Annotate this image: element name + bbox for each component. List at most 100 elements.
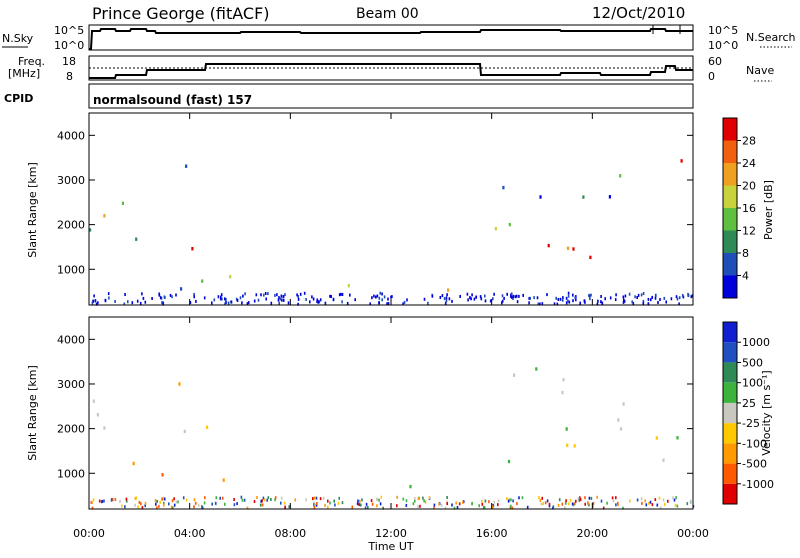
clutter-cell: [588, 496, 591, 500]
clutter-cell: [590, 293, 592, 297]
clutter-cell: [168, 502, 170, 506]
clutter-cell: [284, 293, 286, 297]
clutter-cell: [687, 292, 689, 296]
clutter-cell: [163, 295, 166, 299]
clutter-cell: [665, 300, 667, 304]
clutter-cell: [94, 299, 97, 303]
colorbar-swatch: [723, 118, 737, 141]
clutter-cell: [305, 298, 307, 301]
echo-cell: [103, 214, 106, 218]
clutter-cell: [203, 296, 206, 300]
colorbar-swatch: [723, 140, 737, 163]
clutter-cell: [305, 498, 307, 502]
clutter-cell: [341, 501, 344, 505]
clutter-cell: [214, 501, 217, 505]
colorbar-tick-label: 12: [742, 225, 756, 238]
clutter-cell: [91, 506, 94, 510]
echo-cell: [347, 284, 350, 288]
clutter-cell: [141, 292, 143, 296]
beam-label: Beam 00: [356, 6, 419, 22]
clutter-cell: [197, 503, 200, 507]
clutter-cell: [156, 506, 158, 510]
clutter-cell: [622, 295, 625, 299]
clutter-cell: [274, 498, 276, 502]
clutter-cell: [107, 292, 110, 296]
clutter-cell: [497, 499, 500, 503]
colorbar-tick-label: 16: [742, 202, 756, 215]
echo-cell: [96, 413, 99, 417]
clutter-cell: [654, 294, 657, 298]
clutter-cell: [501, 299, 504, 303]
clutter-cell: [510, 498, 512, 502]
clutter-cell: [112, 498, 114, 502]
x-tick-label: 00:00: [677, 527, 709, 540]
echo-cell: [222, 478, 225, 482]
clutter-cell: [235, 297, 238, 301]
clutter-cell: [540, 502, 543, 506]
clutter-cell: [631, 300, 633, 304]
clutter-cell: [444, 301, 447, 305]
echo-cell: [562, 378, 565, 382]
clutter-cell: [242, 294, 244, 298]
clutter-cell: [565, 499, 567, 503]
echo-cell: [185, 164, 188, 168]
clutter-cell: [555, 296, 557, 300]
echo-cell: [229, 275, 232, 279]
clutter-cell: [427, 301, 429, 305]
clutter-cell: [193, 292, 195, 296]
clutter-cell: [260, 293, 262, 297]
clutter-cell: [333, 499, 335, 503]
clutter-cell: [387, 302, 390, 306]
y-tick-label: 4000: [57, 129, 85, 142]
clutter-cell: [433, 506, 435, 510]
clutter-cell: [369, 302, 371, 306]
clutter-cell: [419, 504, 421, 508]
clutter-cell: [541, 496, 543, 500]
clutter-cell: [512, 297, 514, 300]
clutter-cell: [516, 300, 519, 304]
colorbar-tick-label: 8: [742, 247, 749, 260]
echo-cell: [507, 459, 511, 464]
clutter-cell: [483, 505, 486, 509]
power-heatmap: [89, 159, 694, 306]
clutter-cell: [274, 293, 276, 297]
clutter-cell: [548, 504, 551, 508]
x-tick-label: 04:00: [174, 527, 206, 540]
clutter-cell: [93, 294, 95, 298]
clutter-cell: [579, 496, 581, 500]
clutter-cell: [159, 500, 161, 504]
clutter-cell: [568, 502, 570, 506]
echo-cell: [409, 484, 412, 489]
clutter-cell: [194, 501, 197, 505]
clutter-cell: [651, 295, 653, 299]
clutter-cell: [358, 503, 360, 507]
clutter-cell: [565, 301, 568, 305]
colorbar-swatch: [723, 322, 737, 343]
clutter-cell: [562, 296, 564, 300]
clutter-cell: [518, 496, 520, 500]
clutter-cell: [324, 301, 327, 305]
colorbar-tick-label: 1000: [742, 336, 770, 349]
clutter-cell: [140, 502, 142, 506]
colorbar-frame: [722, 321, 738, 505]
clutter-cell: [469, 296, 471, 300]
clutter-cell: [588, 293, 590, 297]
clutter-cell: [341, 293, 344, 296]
colorbar-tick-label: -500: [742, 458, 767, 471]
clutter-cell: [262, 496, 265, 500]
clutter-cell: [493, 500, 496, 504]
clutter-cell: [659, 298, 661, 301]
cpid-label: CPID: [4, 92, 33, 105]
clutter-cell: [561, 298, 564, 302]
clutter-cell: [417, 505, 419, 508]
clutter-cell: [346, 301, 349, 305]
clutter-cell: [359, 499, 361, 503]
clutter-cell: [690, 295, 693, 299]
clutter-cell: [379, 502, 382, 506]
clutter-cell: [381, 292, 383, 296]
clutter-cell: [470, 297, 472, 301]
noise-right-tick-top: 10^5: [708, 24, 738, 37]
clutter-cell: [587, 501, 589, 505]
clutter-cell: [417, 497, 420, 501]
clutter-cell: [330, 295, 332, 298]
